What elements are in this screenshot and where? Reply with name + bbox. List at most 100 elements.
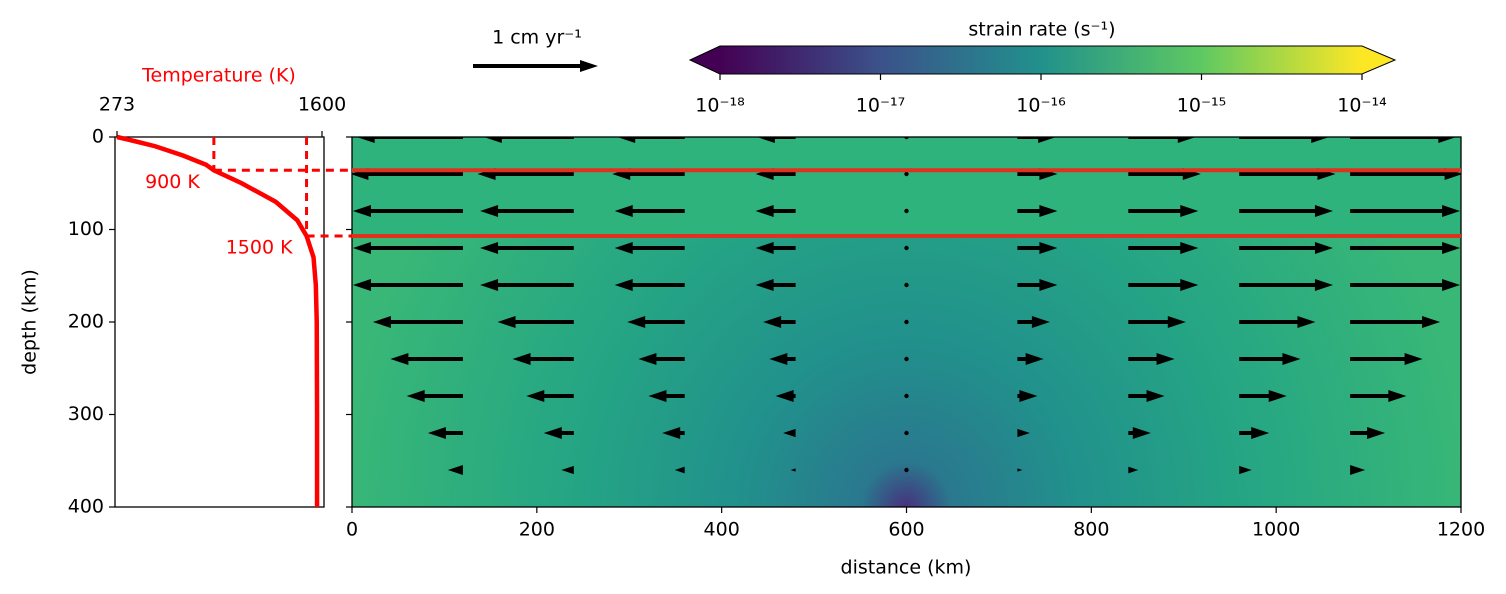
arrow bbox=[1350, 279, 1461, 291]
arrow bbox=[1239, 353, 1301, 365]
arrow bbox=[904, 356, 909, 362]
arrow bbox=[1017, 428, 1030, 438]
arrow bbox=[638, 353, 685, 365]
arrow bbox=[390, 353, 463, 365]
arrow bbox=[1239, 279, 1333, 291]
arrow bbox=[372, 316, 463, 328]
arrow bbox=[352, 242, 463, 254]
arrow bbox=[1239, 137, 1330, 143]
arrow bbox=[614, 242, 685, 254]
arrow bbox=[904, 171, 909, 177]
arrow bbox=[904, 393, 909, 399]
arrow bbox=[480, 242, 574, 254]
arrow bbox=[337, 465, 352, 475]
arrow bbox=[480, 279, 574, 291]
arrow bbox=[1239, 390, 1287, 402]
y-tick-label: 100 bbox=[68, 218, 104, 240]
arrow bbox=[512, 353, 574, 365]
arrow bbox=[904, 430, 909, 436]
arrow bbox=[755, 205, 796, 217]
x-tick-label: 800 bbox=[1073, 519, 1109, 541]
colorbar-tick-label: 10⁻¹⁸ bbox=[695, 95, 744, 117]
arrow bbox=[242, 279, 352, 291]
arrow bbox=[526, 390, 574, 402]
arrow bbox=[1350, 205, 1461, 217]
arrow bbox=[1017, 468, 1023, 472]
x-tick-label: 600 bbox=[888, 519, 924, 541]
arrow bbox=[1461, 353, 1506, 365]
arrow bbox=[543, 427, 574, 439]
arrow bbox=[1350, 427, 1386, 439]
arrow bbox=[1461, 131, 1506, 143]
colorbar bbox=[688, 45, 1397, 75]
x-tick-label: 273 bbox=[99, 94, 135, 116]
x-axis-title: distance (km) bbox=[841, 557, 972, 579]
colorbar-tick-label: 10⁻¹⁵ bbox=[1177, 95, 1226, 117]
arrow bbox=[1017, 390, 1038, 402]
arrow bbox=[648, 390, 685, 402]
arrow bbox=[627, 316, 685, 328]
arrow bbox=[317, 427, 352, 439]
arrow bbox=[1350, 353, 1423, 365]
arrow bbox=[1461, 205, 1506, 217]
arrow bbox=[769, 353, 796, 365]
x-axis-title: Temperature (K) bbox=[141, 65, 296, 87]
arrow bbox=[614, 279, 685, 291]
arrow bbox=[904, 208, 909, 214]
x-tick-label: 0 bbox=[346, 519, 358, 541]
y-tick-label: 300 bbox=[68, 403, 104, 425]
x-tick-label: 1000 bbox=[1252, 519, 1300, 541]
y-tick-label: 400 bbox=[68, 496, 104, 518]
arrow bbox=[756, 137, 796, 143]
arrow bbox=[477, 168, 574, 180]
x-tick-label: 200 bbox=[519, 519, 555, 541]
colorbar-title: strain rate (s⁻¹) bbox=[968, 19, 1115, 41]
arrow bbox=[904, 282, 909, 288]
arrow bbox=[1239, 242, 1333, 254]
arrow bbox=[783, 428, 796, 438]
arrow bbox=[1461, 168, 1506, 180]
arrow bbox=[352, 168, 463, 180]
x-tick-label: 1200 bbox=[1437, 519, 1485, 541]
arrow bbox=[262, 316, 352, 328]
arrow bbox=[1128, 205, 1199, 217]
colorbar-tick-label: 10⁻¹⁷ bbox=[856, 95, 905, 117]
arrow bbox=[480, 205, 574, 217]
arrow bbox=[497, 316, 574, 328]
arrow bbox=[1350, 316, 1441, 328]
marker-label: 1500 K bbox=[226, 236, 293, 258]
arrow bbox=[1128, 242, 1199, 254]
arrow bbox=[447, 465, 463, 475]
arrow bbox=[1128, 316, 1186, 328]
arrow bbox=[904, 245, 909, 251]
arrow bbox=[1350, 390, 1407, 402]
arrow bbox=[356, 137, 463, 143]
arrow bbox=[1128, 427, 1151, 439]
colorbar-tick-label: 10⁻¹⁴ bbox=[1337, 95, 1387, 117]
arrow bbox=[1017, 353, 1044, 365]
arrow bbox=[1350, 137, 1457, 143]
arrow bbox=[1239, 465, 1252, 475]
arrow bbox=[904, 467, 909, 473]
arrow bbox=[674, 466, 685, 474]
arrow bbox=[763, 316, 796, 328]
marker-label: 900 K bbox=[145, 171, 200, 193]
arrow bbox=[1017, 205, 1058, 217]
arrow bbox=[1461, 279, 1506, 291]
arrow bbox=[1128, 390, 1165, 402]
arrow bbox=[1350, 465, 1366, 475]
arrow bbox=[561, 465, 574, 475]
temperature-profile bbox=[116, 134, 320, 507]
arrow bbox=[483, 137, 574, 143]
arrow bbox=[473, 60, 598, 72]
arrow bbox=[1017, 242, 1058, 254]
arrow bbox=[755, 279, 796, 291]
arrow bbox=[790, 468, 796, 472]
arrow bbox=[1461, 465, 1476, 475]
arrow bbox=[1461, 390, 1506, 402]
arrow bbox=[406, 390, 463, 402]
arrow bbox=[1350, 242, 1461, 254]
lithosphere-field bbox=[352, 137, 1461, 237]
arrow bbox=[1239, 168, 1336, 180]
